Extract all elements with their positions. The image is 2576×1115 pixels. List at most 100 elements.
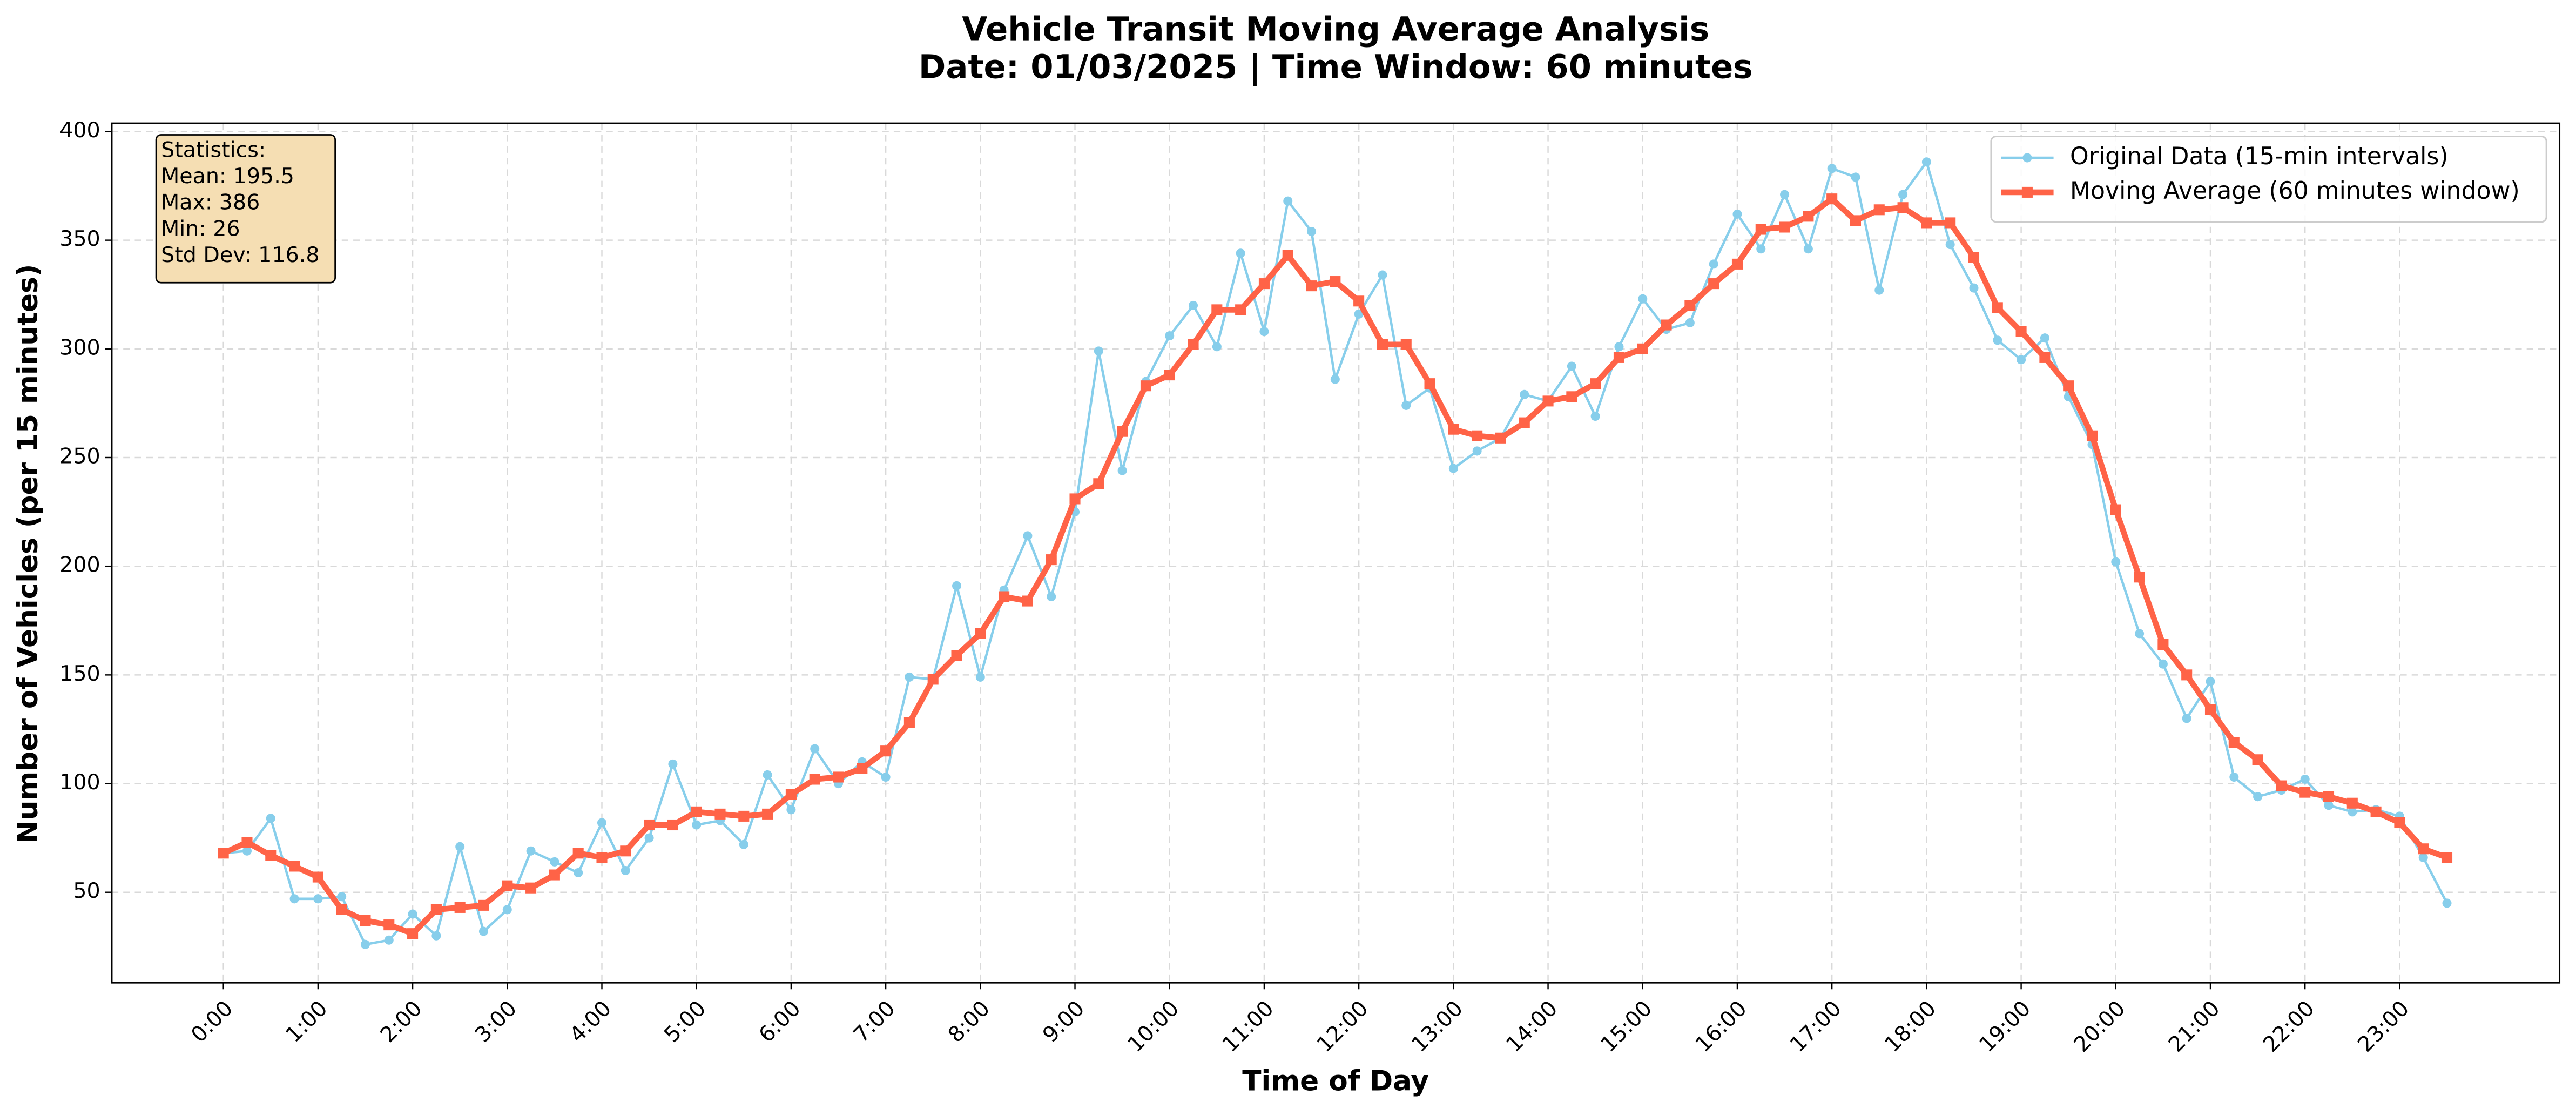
stats-text: Max: 386 xyxy=(161,190,260,215)
data-point xyxy=(550,857,559,867)
data-point xyxy=(1047,592,1056,602)
data-point xyxy=(1236,248,1245,258)
data-point xyxy=(431,931,441,941)
data-point xyxy=(360,939,370,949)
data-point xyxy=(1874,285,1884,295)
data-point xyxy=(1567,361,1576,371)
data-point xyxy=(1165,331,1175,341)
legend-box xyxy=(1990,135,2547,223)
data-point xyxy=(2253,792,2263,802)
data-point xyxy=(2110,504,2121,515)
data-point xyxy=(1378,270,1387,280)
data-point xyxy=(478,926,489,936)
data-point xyxy=(289,894,299,904)
data-point xyxy=(1258,278,1270,290)
data-point xyxy=(1520,389,1529,399)
data-point xyxy=(1424,378,1435,389)
data-point xyxy=(312,871,323,883)
stats-text: Min: 26 xyxy=(161,216,240,241)
data-point xyxy=(1614,342,1624,352)
data-point xyxy=(502,880,513,891)
x-axis-label: Time of Day xyxy=(1242,1065,1429,1098)
data-point xyxy=(1898,190,1908,199)
data-point xyxy=(810,744,820,754)
data-point xyxy=(952,581,962,590)
data-point xyxy=(975,628,986,639)
data-point xyxy=(2040,333,2049,343)
data-point xyxy=(2299,787,2311,798)
data-point xyxy=(2441,852,2453,863)
data-point xyxy=(1495,432,1506,444)
data-point xyxy=(1780,190,1790,199)
chart-subtitle: Date: 01/03/2025 | Time Window: 60 minut… xyxy=(919,48,1753,86)
data-point xyxy=(644,833,654,843)
data-point xyxy=(1212,342,1222,352)
data-point xyxy=(289,861,300,872)
data-point xyxy=(2300,774,2310,784)
data-point xyxy=(1685,318,1695,328)
data-point xyxy=(1684,300,1696,311)
data-point xyxy=(1235,304,1246,315)
data-point xyxy=(2204,704,2216,715)
data-point xyxy=(762,808,773,820)
data-point xyxy=(1590,378,1601,389)
data-point xyxy=(596,852,608,863)
y-axis-label: Number of Vehicles (per 15 minutes) xyxy=(12,264,44,844)
data-point xyxy=(2418,852,2428,862)
data-point xyxy=(1945,240,1955,250)
data-point xyxy=(714,808,726,820)
data-point xyxy=(621,865,630,876)
legend-label: Moving Average (60 minutes window) xyxy=(2070,177,2520,205)
data-point xyxy=(1709,259,1718,269)
data-point xyxy=(2017,355,2026,365)
data-point xyxy=(1377,339,1388,350)
legend-marker xyxy=(2021,186,2033,198)
data-point xyxy=(525,882,537,894)
data-point xyxy=(903,717,915,728)
data-point xyxy=(1873,204,1885,216)
data-point xyxy=(999,591,1010,602)
data-point xyxy=(1069,493,1081,505)
data-point xyxy=(644,819,655,831)
data-point xyxy=(242,846,252,856)
data-point xyxy=(951,650,962,661)
plot-frame xyxy=(111,122,2561,984)
data-point xyxy=(1140,380,1151,392)
data-point xyxy=(2135,629,2145,639)
data-point xyxy=(1189,300,1198,310)
stats-box xyxy=(155,134,336,284)
y-tick-label: 200 xyxy=(59,553,100,577)
data-point xyxy=(2086,430,2098,441)
legend-marker xyxy=(2022,153,2032,163)
data-point xyxy=(2134,572,2145,583)
data-point xyxy=(1282,250,1293,261)
data-point xyxy=(2157,639,2169,650)
data-point xyxy=(2346,797,2358,809)
data-point xyxy=(478,899,489,911)
data-point xyxy=(1637,343,1648,354)
data-point xyxy=(1755,224,1766,235)
data-point xyxy=(1023,531,1033,541)
data-point xyxy=(880,745,892,757)
data-point xyxy=(455,842,465,851)
data-point xyxy=(1306,280,1317,292)
data-point xyxy=(2323,791,2335,802)
data-point xyxy=(2158,659,2168,669)
chart-title: Vehicle Transit Moving Average Analysis xyxy=(962,10,1709,48)
data-point xyxy=(1731,258,1743,270)
y-tick-label: 400 xyxy=(59,118,100,143)
data-point xyxy=(2276,780,2287,791)
legend-label: Original Data (15-min intervals) xyxy=(2070,143,2449,170)
data-point xyxy=(1566,391,1577,402)
data-point xyxy=(336,904,347,915)
data-point xyxy=(2394,817,2405,829)
data-point xyxy=(526,846,536,856)
data-point xyxy=(763,770,772,780)
data-point xyxy=(1353,295,1365,307)
data-point xyxy=(692,820,702,830)
data-point xyxy=(337,892,347,902)
data-point xyxy=(857,763,868,774)
data-point xyxy=(1400,339,1412,350)
data-point xyxy=(1803,211,1814,222)
data-point xyxy=(1826,193,1838,205)
